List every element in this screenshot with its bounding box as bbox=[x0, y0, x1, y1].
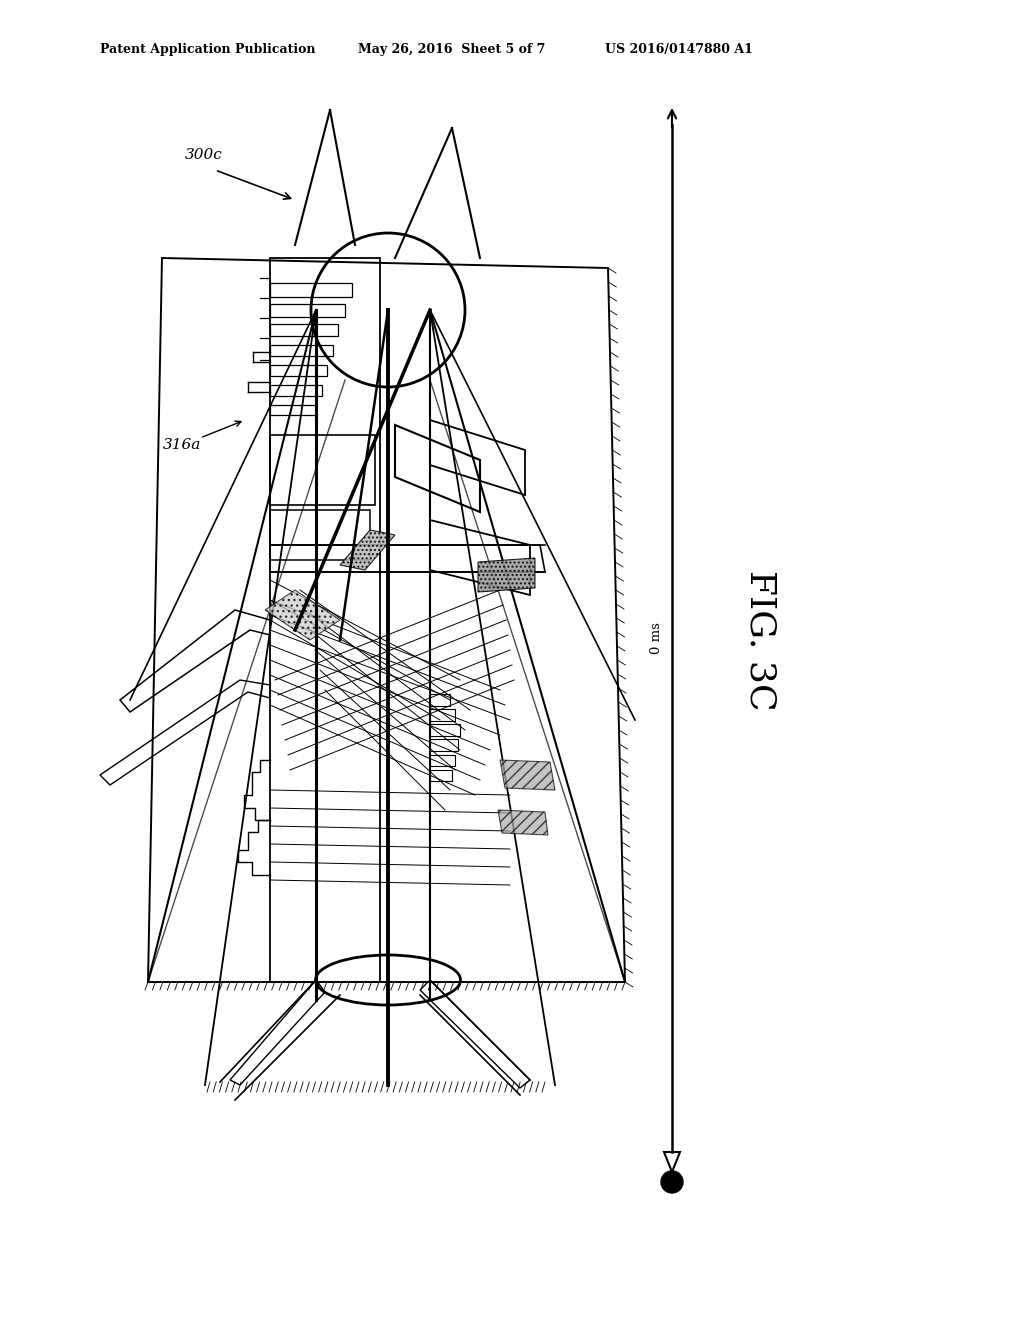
Polygon shape bbox=[478, 558, 535, 591]
Polygon shape bbox=[340, 531, 395, 570]
Circle shape bbox=[662, 1171, 683, 1193]
Text: 300c: 300c bbox=[185, 148, 223, 162]
Text: 316a: 316a bbox=[163, 438, 202, 451]
Text: US 2016/0147880 A1: US 2016/0147880 A1 bbox=[605, 44, 753, 55]
Text: FIG. 3C: FIG. 3C bbox=[743, 570, 777, 710]
Text: May 26, 2016  Sheet 5 of 7: May 26, 2016 Sheet 5 of 7 bbox=[358, 44, 546, 55]
Polygon shape bbox=[265, 590, 340, 640]
Polygon shape bbox=[498, 810, 548, 836]
Text: 0 ms: 0 ms bbox=[649, 623, 663, 655]
Text: Patent Application Publication: Patent Application Publication bbox=[100, 44, 315, 55]
Polygon shape bbox=[500, 760, 555, 789]
